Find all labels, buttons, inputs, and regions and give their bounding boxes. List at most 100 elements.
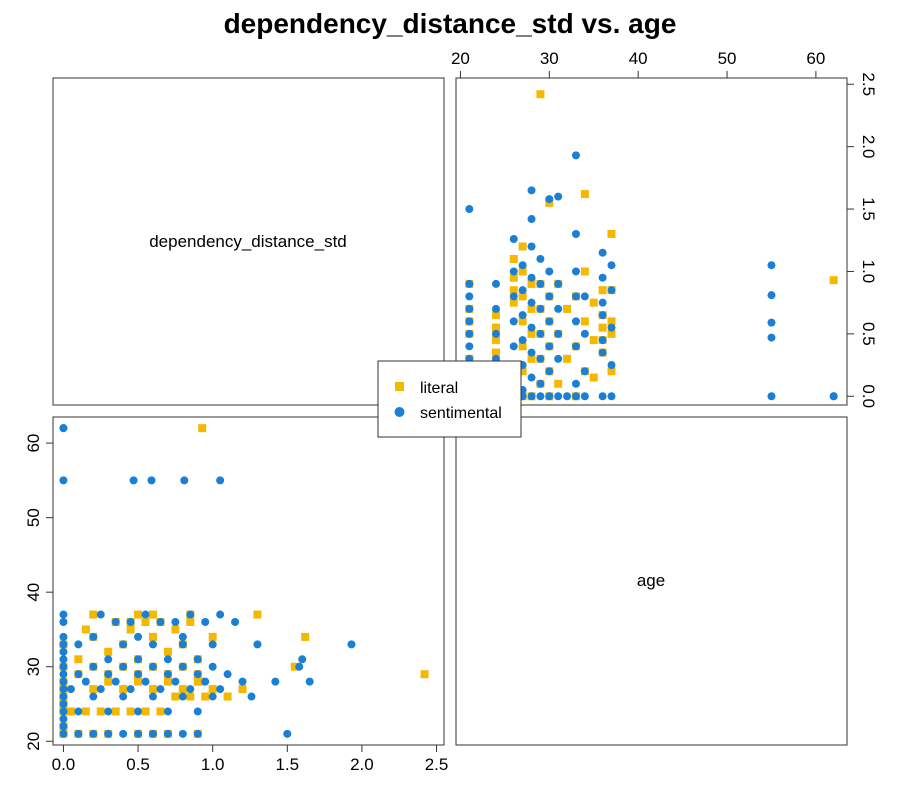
- legend-marker-literal: [395, 382, 404, 391]
- point-literal-bottom-left: [420, 670, 429, 679]
- point-sentimental-bottom-left: [208, 662, 217, 671]
- point-sentimental-bottom-left: [208, 640, 217, 649]
- point-sentimental-bottom-left: [59, 714, 68, 723]
- point-literal-bottom-left: [253, 610, 262, 619]
- point-sentimental-top-right: [527, 392, 536, 401]
- point-sentimental-top-right: [465, 304, 474, 313]
- point-literal-bottom-left: [301, 632, 310, 641]
- point-literal-bottom-left: [74, 655, 83, 664]
- point-sentimental-top-right: [571, 392, 580, 401]
- point-sentimental-bottom-left: [134, 707, 143, 716]
- bottom-axis-tick-label-1.5: 1.5: [275, 755, 299, 774]
- point-literal-top-right: [607, 317, 616, 326]
- point-literal-top-right: [509, 254, 518, 263]
- panel-top-right: [455, 77, 848, 406]
- point-sentimental-bottom-left: [216, 476, 225, 485]
- point-sentimental-top-right: [607, 261, 616, 270]
- point-sentimental-bottom-left: [295, 662, 304, 671]
- point-sentimental-top-right: [598, 298, 607, 307]
- point-literal-top-right: [589, 298, 598, 307]
- point-literal-bottom-left: [223, 692, 232, 701]
- point-sentimental-bottom-left: [186, 610, 195, 619]
- point-sentimental-top-right: [527, 373, 536, 382]
- point-sentimental-bottom-left: [59, 610, 68, 619]
- point-sentimental-top-right: [527, 242, 536, 251]
- point-sentimental-top-right: [571, 151, 580, 160]
- point-sentimental-bottom-left: [59, 707, 68, 716]
- right-axis-tick-label-1.0: 1.0: [859, 260, 878, 284]
- point-sentimental-top-right: [580, 329, 589, 338]
- point-sentimental-top-right: [571, 342, 580, 351]
- point-sentimental-bottom-left: [134, 729, 143, 738]
- point-literal-bottom-left: [96, 707, 105, 716]
- point-sentimental-bottom-left: [201, 677, 210, 686]
- point-literal-bottom-left: [163, 647, 172, 656]
- point-sentimental-bottom-left: [59, 685, 68, 694]
- diagonal-label-age: age: [637, 571, 665, 590]
- point-sentimental-top-right: [545, 342, 554, 351]
- point-sentimental-bottom-left: [59, 729, 68, 738]
- point-sentimental-bottom-left: [59, 647, 68, 656]
- point-sentimental-top-right: [554, 279, 563, 288]
- point-sentimental-top-right: [465, 205, 474, 214]
- panel-top-left: [52, 77, 445, 406]
- point-sentimental-bottom-left: [223, 670, 232, 679]
- point-sentimental-bottom-left: [148, 640, 157, 649]
- point-literal-top-right: [554, 379, 563, 388]
- right-axis-tick-label-2.5: 2.5: [859, 72, 878, 96]
- point-sentimental-bottom-left: [59, 618, 68, 626]
- top-axis-tick-label-20: 20: [451, 49, 470, 68]
- point-sentimental-bottom-left: [253, 640, 262, 649]
- point-sentimental-top-right: [491, 279, 500, 288]
- point-sentimental-bottom-left: [271, 677, 280, 686]
- point-sentimental-bottom-left: [111, 618, 120, 626]
- point-sentimental-top-right: [545, 267, 554, 276]
- point-literal-bottom-left: [208, 632, 217, 641]
- point-literal-top-right: [491, 323, 500, 332]
- point-sentimental-top-right: [527, 348, 536, 357]
- legend-label-literal: literal: [420, 380, 458, 397]
- point-literal-bottom-left: [81, 625, 90, 634]
- point-sentimental-bottom-left: [216, 610, 225, 619]
- diagonal-label-dependency-distance-std: dependency_distance_std: [149, 232, 347, 251]
- point-sentimental-bottom-left: [119, 692, 128, 701]
- point-sentimental-bottom-left: [74, 707, 83, 716]
- point-literal-bottom-left: [196, 677, 205, 686]
- point-literal-top-right: [491, 311, 500, 320]
- point-sentimental-top-right: [527, 298, 536, 307]
- point-sentimental-bottom-left: [74, 670, 83, 679]
- point-literal-bottom-left: [163, 677, 172, 686]
- point-sentimental-top-right: [580, 392, 589, 401]
- left-axis-tick-label-40: 40: [24, 583, 43, 602]
- point-sentimental-top-right: [465, 329, 474, 338]
- point-sentimental-top-right: [571, 292, 580, 301]
- point-sentimental-bottom-left: [216, 685, 225, 694]
- point-sentimental-top-right: [598, 273, 607, 282]
- point-sentimental-bottom-left: [134, 632, 143, 641]
- point-sentimental-top-right: [554, 392, 563, 401]
- point-sentimental-bottom-left: [111, 677, 120, 686]
- point-literal-top-right: [829, 276, 838, 285]
- point-sentimental-top-right: [545, 317, 554, 326]
- point-literal-bottom-left: [141, 618, 150, 626]
- point-literal-bottom-left: [104, 677, 113, 686]
- point-sentimental-top-right: [767, 333, 776, 342]
- bottom-axis-tick-label-0.5: 0.5: [126, 755, 150, 774]
- point-sentimental-bottom-left: [126, 618, 135, 626]
- point-literal-top-right: [563, 304, 572, 313]
- point-sentimental-bottom-left: [163, 729, 172, 738]
- point-sentimental-bottom-left: [89, 692, 98, 701]
- point-sentimental-top-right: [571, 267, 580, 276]
- point-sentimental-top-right: [598, 248, 607, 257]
- point-sentimental-top-right: [598, 392, 607, 401]
- point-literal-bottom-left: [126, 707, 135, 716]
- point-sentimental-bottom-left: [96, 610, 105, 619]
- panel-bottom-left: [52, 416, 445, 746]
- point-literal-top-right: [491, 336, 500, 345]
- bottom-axis-tick-label-2.0: 2.0: [350, 755, 374, 774]
- point-sentimental-bottom-left: [134, 655, 143, 664]
- point-sentimental-top-right: [509, 292, 518, 301]
- point-sentimental-top-right: [491, 304, 500, 313]
- point-sentimental-top-right: [545, 392, 554, 401]
- point-sentimental-top-right: [571, 379, 580, 388]
